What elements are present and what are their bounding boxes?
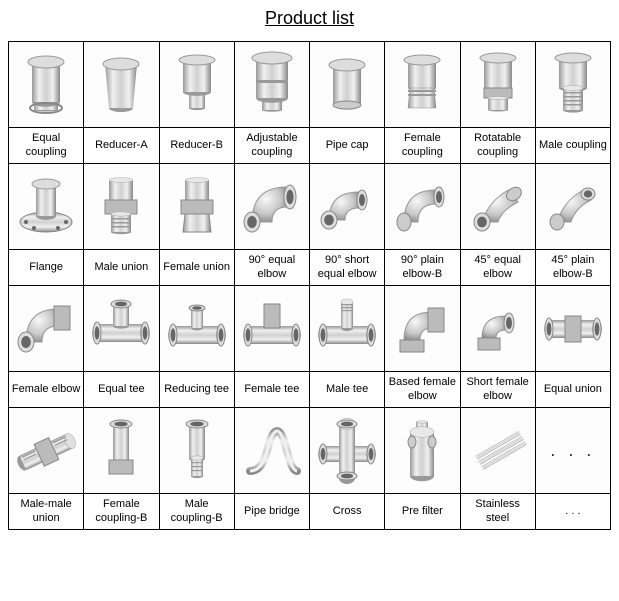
equal-tee-icon bbox=[86, 288, 156, 369]
product-label: Based female elbow bbox=[385, 372, 460, 408]
product-label: Equal coupling bbox=[9, 128, 84, 164]
male-tee-icon bbox=[312, 288, 382, 369]
product-image-cell bbox=[310, 286, 385, 372]
product-label: Stainless steel bbox=[460, 494, 535, 530]
product-image-cell bbox=[535, 286, 610, 372]
based-elbow-icon bbox=[387, 288, 457, 369]
bridge-icon bbox=[237, 410, 307, 491]
elbow-90-plain-icon bbox=[387, 166, 457, 247]
female-tee-icon bbox=[237, 288, 307, 369]
product-label: Equal union bbox=[535, 372, 610, 408]
product-label: Female union bbox=[159, 250, 234, 286]
female-b-icon bbox=[86, 410, 156, 491]
product-image-cell bbox=[385, 164, 460, 250]
product-label: . . . bbox=[535, 494, 610, 530]
reducing-tee-icon bbox=[162, 288, 232, 369]
elbow-90-short-icon bbox=[312, 166, 382, 247]
reducer-a-icon bbox=[86, 44, 156, 125]
product-image-cell bbox=[234, 286, 309, 372]
product-image-cell bbox=[84, 286, 159, 372]
product-image-cell bbox=[310, 42, 385, 128]
product-label: Female elbow bbox=[9, 372, 84, 408]
product-label: Cross bbox=[310, 494, 385, 530]
product-grid: Equal couplingReducer-AReducer-BAdjustab… bbox=[8, 41, 611, 530]
product-image-cell bbox=[234, 408, 309, 494]
product-label: Pipe cap bbox=[310, 128, 385, 164]
product-label: Pipe bridge bbox=[234, 494, 309, 530]
product-label: Female tee bbox=[234, 372, 309, 408]
product-image-cell bbox=[535, 164, 610, 250]
product-label: 90° equal elbow bbox=[234, 250, 309, 286]
product-image-cell bbox=[84, 164, 159, 250]
flange-icon bbox=[11, 166, 81, 247]
product-image-cell bbox=[159, 42, 234, 128]
product-label: 45° equal elbow bbox=[460, 250, 535, 286]
adjustable-icon bbox=[237, 44, 307, 125]
product-label: Male-male union bbox=[9, 494, 84, 530]
mm-union-icon bbox=[11, 410, 81, 491]
product-image-cell bbox=[9, 286, 84, 372]
product-label: 90° short equal elbow bbox=[310, 250, 385, 286]
product-label: Male coupling-B bbox=[159, 494, 234, 530]
product-image-cell bbox=[310, 164, 385, 250]
product-image-cell bbox=[84, 408, 159, 494]
product-image-cell bbox=[234, 42, 309, 128]
female-elbow-icon bbox=[11, 288, 81, 369]
equal-union-icon bbox=[538, 288, 608, 369]
male-union-icon bbox=[86, 166, 156, 247]
product-label: Female coupling-B bbox=[84, 494, 159, 530]
product-label: 90° plain elbow-B bbox=[385, 250, 460, 286]
product-image-cell bbox=[9, 408, 84, 494]
male-coupling-icon bbox=[538, 44, 608, 125]
product-label: Adjustable coupling bbox=[234, 128, 309, 164]
product-label: Short female elbow bbox=[460, 372, 535, 408]
male-b-icon bbox=[162, 410, 232, 491]
product-image-cell bbox=[535, 42, 610, 128]
product-label: Reducer-B bbox=[159, 128, 234, 164]
product-label: Pre filter bbox=[385, 494, 460, 530]
product-image-cell bbox=[385, 286, 460, 372]
product-image-cell: . . . bbox=[535, 408, 610, 494]
ellipsis-icon: . . . bbox=[538, 410, 608, 491]
reducer-b-icon bbox=[162, 44, 232, 125]
product-image-cell bbox=[159, 408, 234, 494]
product-image-cell bbox=[159, 164, 234, 250]
filter-icon bbox=[387, 410, 457, 491]
product-image-cell bbox=[460, 286, 535, 372]
product-label: Equal tee bbox=[84, 372, 159, 408]
product-image-cell bbox=[9, 42, 84, 128]
elbow-45-plain-icon bbox=[538, 166, 608, 247]
product-image-cell bbox=[385, 42, 460, 128]
cap-icon bbox=[312, 44, 382, 125]
product-image-cell bbox=[460, 42, 535, 128]
product-image-cell bbox=[310, 408, 385, 494]
product-image-cell bbox=[159, 286, 234, 372]
short-elbow-icon bbox=[463, 288, 533, 369]
product-label: Male coupling bbox=[535, 128, 610, 164]
product-label: Flange bbox=[9, 250, 84, 286]
product-label: Rotatable coupling bbox=[460, 128, 535, 164]
product-image-cell bbox=[460, 408, 535, 494]
product-label: Reducer-A bbox=[84, 128, 159, 164]
product-image-cell bbox=[385, 408, 460, 494]
product-label: Reducing tee bbox=[159, 372, 234, 408]
product-label: Male tee bbox=[310, 372, 385, 408]
steel-icon bbox=[463, 410, 533, 491]
product-image-cell bbox=[84, 42, 159, 128]
elbow-45-icon bbox=[463, 166, 533, 247]
female-coupling-icon bbox=[387, 44, 457, 125]
female-union-icon bbox=[162, 166, 232, 247]
product-label: Female coupling bbox=[385, 128, 460, 164]
product-image-cell bbox=[234, 164, 309, 250]
product-label: 45° plain elbow-B bbox=[535, 250, 610, 286]
product-label: Male union bbox=[84, 250, 159, 286]
coupling-icon bbox=[11, 44, 81, 125]
cross-icon bbox=[312, 410, 382, 491]
page-title: Product list bbox=[8, 8, 611, 29]
product-image-cell bbox=[9, 164, 84, 250]
rotatable-icon bbox=[463, 44, 533, 125]
product-image-cell bbox=[460, 164, 535, 250]
elbow-90-icon bbox=[237, 166, 307, 247]
